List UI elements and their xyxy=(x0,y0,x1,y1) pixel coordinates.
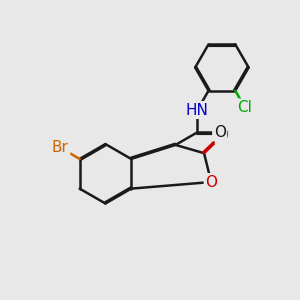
Text: O: O xyxy=(216,128,228,143)
Text: HN: HN xyxy=(186,103,209,118)
Text: O: O xyxy=(214,125,226,140)
Text: O: O xyxy=(205,175,217,190)
Text: Cl: Cl xyxy=(238,100,252,115)
Text: Br: Br xyxy=(52,140,69,155)
